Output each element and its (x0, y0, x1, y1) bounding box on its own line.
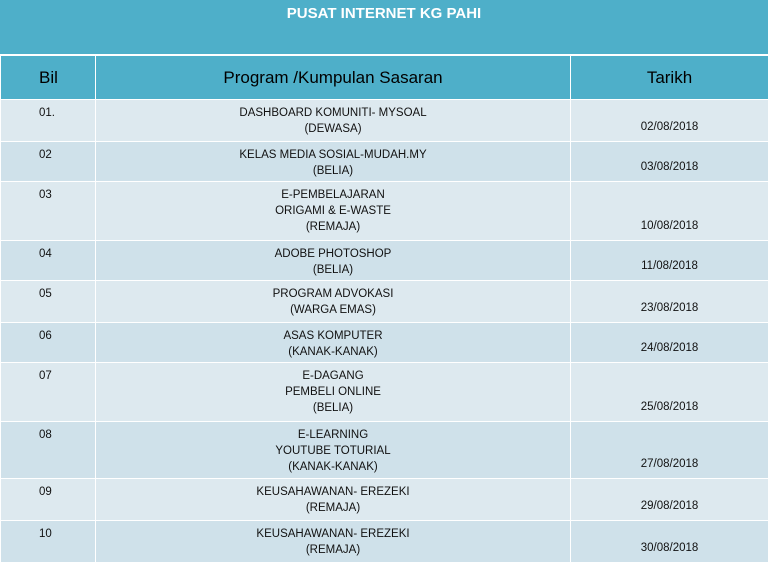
column-header-program: Program /Kumpulan Sasaran (96, 56, 571, 100)
cell-tarikh: 11/08/2018 (571, 241, 768, 281)
cell-bil: 09 (1, 479, 96, 521)
cell-program: ADOBE PHOTOSHOP (BELIA) (96, 241, 571, 281)
cell-tarikh: 27/08/2018 (571, 422, 768, 479)
program-line: E-PEMBELAJARAN (96, 187, 570, 203)
cell-bil: 08 (1, 422, 96, 479)
cell-tarikh: 03/08/2018 (571, 142, 768, 182)
cell-bil: 04 (1, 241, 96, 281)
program-line: DASHBOARD KOMUNITI- MYSOAL (96, 105, 570, 121)
cell-bil: 02 (1, 142, 96, 182)
program-line: PEMBELI ONLINE (96, 384, 570, 400)
table-row: 08 E-LEARNING YOUTUBE TOTURIAL (KANAK-KA… (1, 422, 768, 479)
table-row: 01. DASHBOARD KOMUNITI- MYSOAL (DEWASA) … (1, 100, 768, 142)
cell-program: KELAS MEDIA SOSIAL-MUDAH.MY (BELIA) (96, 142, 571, 182)
program-line: (REMAJA) (96, 219, 570, 235)
program-line: (REMAJA) (96, 500, 570, 516)
table-row: 02 KELAS MEDIA SOSIAL-MUDAH.MY (BELIA) 0… (1, 142, 768, 182)
table-row: 07 E-DAGANG PEMBELI ONLINE (BELIA) 25/08… (1, 363, 768, 422)
program-line: ADOBE PHOTOSHOP (96, 246, 570, 262)
cell-program: DASHBOARD KOMUNITI- MYSOAL (DEWASA) (96, 100, 571, 142)
cell-bil: 03 (1, 182, 96, 241)
program-line: ORIGAMI & E-WASTE (96, 203, 570, 219)
table-row: 09 KEUSAHAWANAN- EREZEKI (REMAJA) 29/08/… (1, 479, 768, 521)
program-line: KELAS MEDIA SOSIAL-MUDAH.MY (96, 147, 570, 163)
program-line: (BELIA) (96, 163, 570, 179)
schedule-table: Bil Program /Kumpulan Sasaran Tarikh 01.… (0, 55, 768, 563)
table-row: 04 ADOBE PHOTOSHOP (BELIA) 11/08/2018 (1, 241, 768, 281)
program-line: YOUTUBE TOTURIAL (96, 443, 570, 459)
cell-tarikh: 10/08/2018 (571, 182, 768, 241)
cell-tarikh: 02/08/2018 (571, 100, 768, 142)
program-line: (BELIA) (96, 400, 570, 416)
cell-tarikh: 29/08/2018 (571, 479, 768, 521)
program-line: E-LEARNING (96, 427, 570, 443)
program-line: (REMAJA) (96, 542, 570, 558)
cell-program: KEUSAHAWANAN- EREZEKI (REMAJA) (96, 521, 571, 563)
cell-tarikh: 24/08/2018 (571, 323, 768, 363)
table-row: 05 PROGRAM ADVOKASI (WARGA EMAS) 23/08/2… (1, 281, 768, 323)
cell-bil: 10 (1, 521, 96, 563)
cell-tarikh: 23/08/2018 (571, 281, 768, 323)
page-title: PUSAT INTERNET KG PAHI (0, 0, 768, 54)
cell-program: ASAS KOMPUTER (KANAK-KANAK) (96, 323, 571, 363)
cell-program: KEUSAHAWANAN- EREZEKI (REMAJA) (96, 479, 571, 521)
cell-tarikh: 25/08/2018 (571, 363, 768, 422)
program-line: (KANAK-KANAK) (96, 344, 570, 360)
cell-tarikh: 30/08/2018 (571, 521, 768, 563)
program-line: PROGRAM ADVOKASI (96, 286, 570, 302)
program-line: KEUSAHAWANAN- EREZEKI (96, 526, 570, 542)
cell-bil: 06 (1, 323, 96, 363)
table-header-row: Bil Program /Kumpulan Sasaran Tarikh (1, 56, 768, 100)
cell-program: E-LEARNING YOUTUBE TOTURIAL (KANAK-KANAK… (96, 422, 571, 479)
cell-bil: 01. (1, 100, 96, 142)
column-header-tarikh: Tarikh (571, 56, 768, 100)
program-line: ASAS KOMPUTER (96, 328, 570, 344)
program-line: (DEWASA) (96, 121, 570, 137)
column-header-bil: Bil (1, 56, 96, 100)
program-line: (KANAK-KANAK) (96, 459, 570, 475)
cell-program: PROGRAM ADVOKASI (WARGA EMAS) (96, 281, 571, 323)
table-row: 06 ASAS KOMPUTER (KANAK-KANAK) 24/08/201… (1, 323, 768, 363)
cell-program: E-DAGANG PEMBELI ONLINE (BELIA) (96, 363, 571, 422)
cell-bil: 05 (1, 281, 96, 323)
cell-bil: 07 (1, 363, 96, 422)
table-row: 10 KEUSAHAWANAN- EREZEKI (REMAJA) 30/08/… (1, 521, 768, 563)
program-line: (BELIA) (96, 262, 570, 278)
program-line: E-DAGANG (96, 368, 570, 384)
table-row: 03 E-PEMBELAJARAN ORIGAMI & E-WASTE (REM… (1, 182, 768, 241)
cell-program: E-PEMBELAJARAN ORIGAMI & E-WASTE (REMAJA… (96, 182, 571, 241)
program-line: (WARGA EMAS) (96, 302, 570, 318)
program-line: KEUSAHAWANAN- EREZEKI (96, 484, 570, 500)
